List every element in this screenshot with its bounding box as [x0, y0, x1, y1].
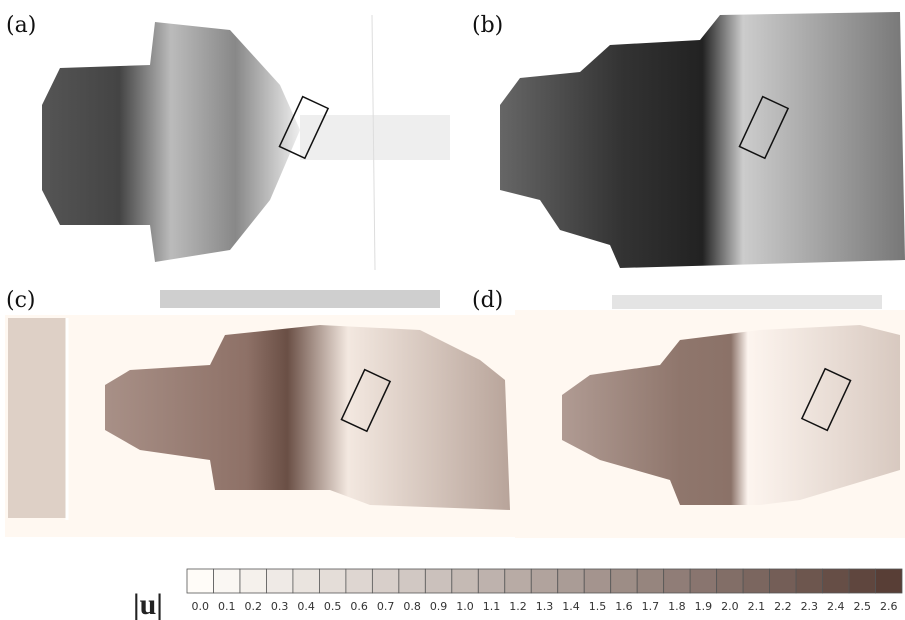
colorbar-swatch: [637, 569, 663, 593]
colorbar-swatch: [770, 569, 796, 593]
colorbar-swatch: [558, 569, 584, 593]
colorbar-swatch: [849, 569, 875, 593]
colorbar-swatch: [531, 569, 557, 593]
colorbar-swatch: [240, 569, 266, 593]
panel-b: [500, 12, 905, 268]
colorbar-swatch: [213, 569, 239, 593]
colorbar-swatch: [690, 569, 716, 593]
colorbar-tick-label: 2.4: [827, 600, 845, 613]
panel-c: [5, 315, 515, 537]
colorbar-swatch: [425, 569, 451, 593]
colorbar-tick-label: 0.6: [350, 600, 368, 613]
colorbar-swatch: [293, 569, 319, 593]
colorbar-tick-label: 2.2: [774, 600, 792, 613]
colorbar-swatch: [399, 569, 425, 593]
colorbar-swatch: [346, 569, 372, 593]
colorbar-swatch: [743, 569, 769, 593]
colorbar-tick-label: 1.1: [483, 600, 501, 613]
colorbar-swatch: [584, 569, 610, 593]
colorbar-tick-label: 0.9: [430, 600, 448, 613]
colorbar-tick-label: 2.1: [748, 600, 766, 613]
colorbar-label: |u|: [133, 588, 163, 620]
colorbar: 0.0 0.1 0.2 0.3 0.4 0.5 0.6 0.7 0.8 0.9 1.0 1.1 1.2 1…: [187, 569, 902, 613]
colorbar-swatch: [664, 569, 690, 593]
colorbar-tick-label: 0.3: [271, 600, 289, 613]
panel-label: (d): [472, 288, 503, 313]
panel-label: (c): [6, 288, 36, 313]
colorbar-tick-label: 0.8: [403, 600, 421, 613]
colorbar-tick-label: 1.5: [589, 600, 607, 613]
colorbar-tick-label: 1.7: [642, 600, 660, 613]
colorbar-tick-label: 1.4: [562, 600, 580, 613]
colorbar-tick-label: 0.4: [297, 600, 315, 613]
colorbar-swatch: [717, 569, 743, 593]
colorbar-tick-label: 0.2: [244, 600, 262, 613]
colorbar-swatch: [452, 569, 478, 593]
colorbar-tick-label: 1.3: [536, 600, 554, 613]
panel-label: (b): [472, 13, 503, 38]
colorbar-swatch: [823, 569, 849, 593]
colorbar-swatch: [876, 569, 902, 593]
panel-label: (a): [6, 13, 36, 38]
colorbar-tick-label: 2.3: [801, 600, 819, 613]
colorbar-tick-label: 1.9: [695, 600, 713, 613]
figure: (a) (b) (c) (d) |u| 0.00.10.20.30.40.50.…: [0, 0, 905, 620]
colorbar-tick-label: 1.0: [456, 600, 474, 613]
colorbar-tick-label: 0.5: [324, 600, 342, 613]
colorbar-tick-label: 1.8: [668, 600, 686, 613]
colorbar-tick-label: 2.5: [854, 600, 872, 613]
colorbar-swatch: [478, 569, 504, 593]
panel-d: [515, 310, 905, 538]
colorbar-swatch: [319, 569, 345, 593]
panel-a: [42, 15, 450, 270]
colorbar-tick-label: 2.0: [721, 600, 739, 613]
colorbar-tick-label: 1.2: [509, 600, 527, 613]
colorbar-swatch: [796, 569, 822, 593]
strip: [612, 295, 882, 309]
colorbar-swatch: [372, 569, 398, 593]
colorbar-swatch: [611, 569, 637, 593]
colorbar-swatch: [187, 569, 213, 593]
colorbar-tick-label: 1.6: [615, 600, 633, 613]
colorbar-tick-label: 0.7: [377, 600, 395, 613]
colorbar-swatch: [266, 569, 292, 593]
colorbar-swatch: [505, 569, 531, 593]
colorbar-tick-label: 2.6: [880, 600, 898, 613]
strip: [160, 290, 440, 308]
colorbar-tick-label: 0.1: [218, 600, 236, 613]
colorbar-tick-label: 0.0: [191, 600, 209, 613]
